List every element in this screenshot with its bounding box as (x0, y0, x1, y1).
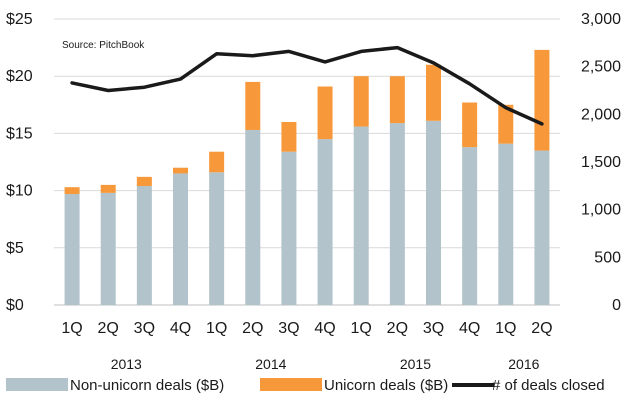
right-tick-label: 1,500 (581, 154, 621, 171)
category-label: 4Q (170, 320, 191, 337)
gridlines (54, 18, 560, 306)
left-tick-label: $20 (6, 68, 33, 85)
category-label: 1Q (61, 320, 82, 337)
bar-unicorn (64, 187, 80, 195)
category-label: 1Q (351, 320, 372, 337)
category-label: 3Q (278, 320, 299, 337)
bar-non-unicorn (426, 120, 441, 305)
left-tick-label: $15 (6, 125, 33, 142)
category-labels: 1Q 2Q 3Q 4Q 1Q 2Q 3Q 4Q 1Q 2Q 3Q 4Q 1Q 2Q (61, 320, 552, 337)
right-tick-label: 3,000 (581, 11, 621, 28)
category-label: 2Q (531, 320, 552, 337)
category-label: 4Q (459, 320, 480, 337)
category-label: 3Q (134, 320, 155, 337)
bar-unicorn (209, 151, 225, 173)
bar-unicorn (498, 104, 514, 144)
bar-non-unicorn (317, 139, 333, 305)
year-label: 2014 (255, 356, 286, 372)
bar-unicorn (317, 86, 333, 140)
bar-non-unicorn (281, 151, 297, 305)
legend-label: # of deals closed (492, 377, 605, 394)
bar-unicorn (426, 64, 441, 121)
left-axis-ticks: $0 $5 $10 $15 $20 $25 (6, 11, 33, 314)
bars (64, 49, 550, 305)
left-tick-label: $0 (6, 297, 24, 314)
bar-unicorn (245, 81, 261, 130)
category-label: 1Q (206, 320, 227, 337)
bar-unicorn (462, 102, 478, 148)
right-tick-label: 2,500 (581, 59, 621, 76)
left-tick-label: $5 (6, 240, 24, 257)
bar-unicorn (100, 184, 116, 193)
category-label: 3Q (423, 320, 444, 337)
category-label: 4Q (314, 320, 335, 337)
legend-swatch (6, 378, 68, 391)
bar-non-unicorn (462, 147, 478, 305)
bar-non-unicorn (389, 123, 405, 305)
year-label: 2016 (508, 356, 539, 372)
bar-unicorn (136, 176, 152, 187)
right-tick-label: 500 (594, 249, 621, 266)
bar-non-unicorn (534, 150, 550, 305)
bar-non-unicorn (498, 143, 514, 305)
category-label: 2Q (98, 320, 119, 337)
bar-non-unicorn (353, 126, 369, 305)
left-tick-label: $25 (6, 11, 33, 28)
bar-non-unicorn (209, 172, 225, 305)
legend-swatch (260, 378, 322, 391)
bar-unicorn (534, 49, 550, 151)
category-label: 1Q (495, 320, 516, 337)
bar-non-unicorn (136, 186, 152, 305)
legend: Non-unicorn deals ($B) Unicorn deals ($B)… (6, 377, 605, 394)
source-note: Source: PitchBook (62, 40, 145, 51)
bar-non-unicorn (100, 192, 116, 305)
bar-unicorn (389, 76, 405, 124)
year-label: 2013 (111, 356, 142, 372)
category-label: 2Q (387, 320, 408, 337)
deals-line (70, 45, 544, 126)
right-tick-label: 2,000 (581, 106, 621, 123)
right-tick-label: 0 (612, 297, 621, 314)
year-labels: 2013 2014 2015 2016 (111, 356, 540, 372)
deals-closed-line (70, 45, 544, 126)
bar-unicorn (281, 121, 297, 152)
legend-label: Unicorn deals ($B) (324, 377, 448, 394)
legend-label: Non-unicorn deals ($B) (70, 377, 224, 394)
left-tick-label: $10 (6, 183, 33, 200)
bar-unicorn (173, 167, 188, 174)
year-label: 2015 (400, 356, 431, 372)
right-axis-ticks: 0 500 1,000 1,500 2,000 2,500 3,000 (581, 11, 621, 314)
category-label: 2Q (242, 320, 263, 337)
bar-unicorn (353, 76, 369, 127)
bar-non-unicorn (173, 173, 188, 305)
bar-non-unicorn (64, 194, 80, 305)
right-tick-label: 1,000 (581, 202, 621, 219)
bar-non-unicorn (245, 129, 261, 305)
